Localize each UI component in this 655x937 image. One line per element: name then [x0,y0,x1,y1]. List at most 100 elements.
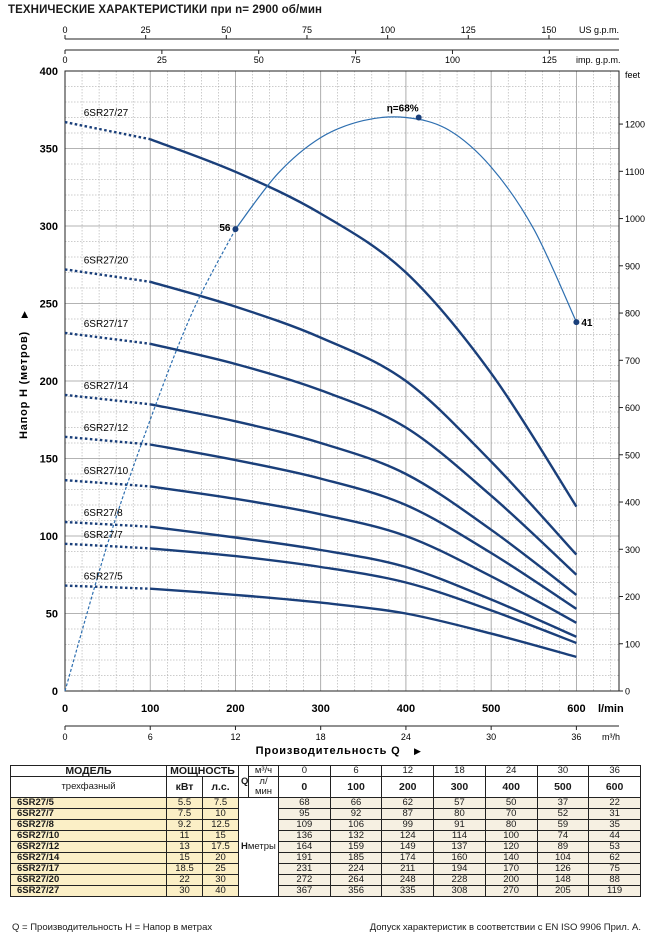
head-curve [149,403,578,596]
us-gpm-tick-label: 0 [62,25,67,35]
kw-cell: 18.5 [166,863,203,875]
head-cell: 95 [278,808,331,820]
head-cell: 137 [433,841,486,853]
head-cell: 59 [536,819,590,831]
kw-header: кВт [166,776,203,798]
us-gpm-tick-label: 100 [380,25,395,35]
model-header: МОДЕЛЬ [10,765,167,777]
head-curve [149,138,578,508]
head-cell: 174 [381,852,435,864]
head-cell: 57 [433,797,486,809]
hp-cell: 30 [202,874,239,886]
efficiency-point [573,319,580,326]
feet-tick-label: 1000 [625,214,645,224]
model-cell: 6SR27/27 [10,885,167,897]
feet-tick-label: 800 [625,309,640,319]
footer-legend: Q = Производительность H = Напор в метра… [12,922,213,933]
series-labels: 6SR27/5 6SR27/7 6SR27/8 6SR27/10 6SR27/12 6SR… [84,108,129,582]
table-row: 6SR27/12 13 17.5 164 159 149 137 120 89 53 [10,841,641,853]
head-cell: 160 [433,852,486,864]
head-cell: 109 [278,819,331,831]
head-curve [149,342,578,576]
head-cell: 231 [278,863,331,875]
head-cell: 68 [278,797,331,809]
feet-tick-label: 0 [625,687,630,697]
model-cell: 6SR27/10 [10,830,167,842]
head-curve [149,280,578,556]
head-cell: 120 [484,841,538,853]
efficiency-point [232,226,239,233]
feet-tick-label: 100 [625,639,640,649]
model-cell: 6SR27/12 [10,841,167,853]
q-m3h-cell: 18 [433,765,486,777]
q-m3h-cell: 24 [484,765,538,777]
model-cell: 6SR27/20 [10,874,167,886]
head-curve [150,587,577,659]
head-cell: 37 [536,797,590,809]
x-tick-label: 600 [567,703,585,715]
y-tick-label: 50 [46,609,58,621]
y-tick-label: 150 [40,454,58,466]
head-cell: 66 [329,797,383,809]
efficiency-label: 41 [581,318,593,329]
feet-tick-label: 1100 [625,167,644,177]
table-row: 6SR27/10 11 15 136 132 124 114 100 74 44 [10,830,641,842]
efficiency-curve-dashed [64,228,237,692]
series-label: 6SR27/10 [84,466,129,477]
m3h-tick-label: 18 [316,732,326,742]
head-curve-dotted [64,520,151,528]
head-cell: 124 [381,830,435,842]
efficiency-curve: 56 η=68% 41 [64,104,593,692]
head-cell: 74 [536,830,590,842]
head-cell: 99 [381,819,435,831]
head-cell: 194 [433,863,486,875]
series-label: 6SR27/17 [84,319,129,330]
q-unit-lmin: л/мин [248,776,279,798]
head-cell: 106 [329,819,383,831]
y-tick-label: 0 [52,686,58,698]
y-axis-label: Напор Н (метров) [18,331,30,439]
series-label: 6SR27/14 [84,381,129,392]
imp-gpm-tick-label: 125 [542,55,557,65]
head-cell: 185 [329,852,383,864]
head-cell: 114 [433,830,486,842]
hp-cell: 17.5 [202,841,239,853]
table-row: 6SR27/8 9.2 12.5 109 106 99 91 80 59 35 [10,819,641,831]
x-unit-label: l/min [598,703,624,715]
feet-tick-label: 700 [625,356,640,366]
feet-tick-label: 600 [625,403,640,413]
head-curve-dotted [64,331,151,345]
q-m3h-cell: 30 [536,765,590,777]
imp-gpm-tick-label: 100 [445,55,460,65]
head-cell: 22 [588,797,641,809]
y-tick-label: 300 [40,221,58,233]
q-unit-m3h: м³/ч [248,765,279,777]
q-lmin-cell: 0 [278,776,331,798]
imp-gpm-tick-label: 25 [157,55,167,65]
feet-tick-label: 400 [625,498,640,508]
hp-header: л.с. [202,776,239,798]
head-cell: 44 [588,830,641,842]
table-row: 6SR27/27 30 40 367 356 335 308 270 205 119 [10,885,641,897]
feet-tick-label: 1200 [625,120,645,130]
head-cell: 367 [278,885,331,897]
h-symbol: Hметры [238,797,279,897]
head-cell: 62 [588,852,641,864]
us-gpm-unit-label: US g.p.m. [579,25,619,35]
x-tick-label: 400 [397,703,415,715]
kw-cell: 9.2 [166,819,203,831]
hp-cell: 7.5 [202,797,239,809]
y-tick-label: 200 [40,376,58,388]
head-cell: 270 [484,885,538,897]
us-gpm-tick-label: 150 [541,25,556,35]
m3h-tick-label: 6 [148,732,153,742]
head-cell: 136 [278,830,331,842]
head-cell: 31 [588,808,641,820]
head-curve-dotted [64,584,151,590]
hp-cell: 12.5 [202,819,239,831]
head-cell: 356 [329,885,383,897]
q-lmin-cell: 200 [381,776,435,798]
m3h-tick-label: 0 [62,732,67,742]
head-cell: 75 [588,863,641,875]
table-row: 6SR27/7 7.5 10 95 92 87 80 70 52 31 [10,808,641,820]
